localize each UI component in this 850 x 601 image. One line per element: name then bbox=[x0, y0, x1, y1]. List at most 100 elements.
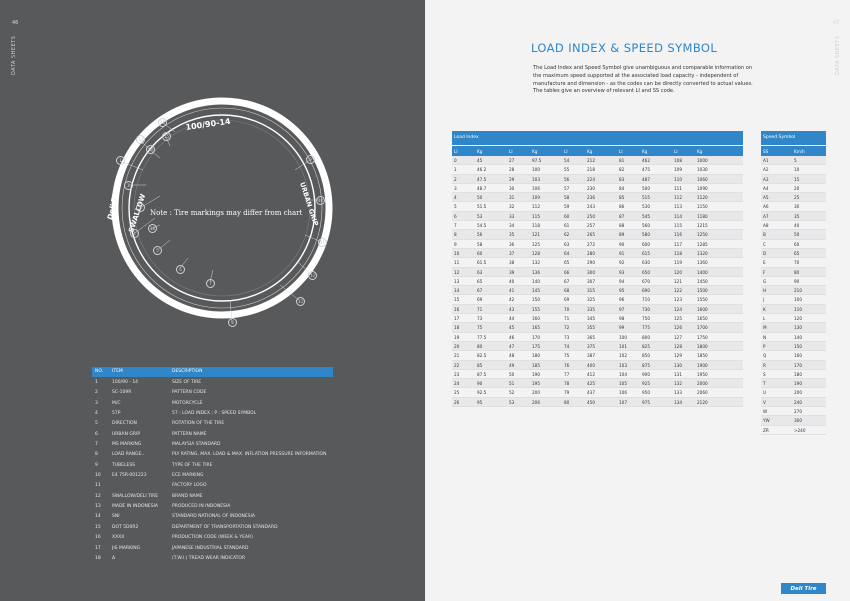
table-cell: 10 bbox=[794, 167, 800, 173]
items-cell-description: PLY RATING, MAX. LOAD & MAX. INFLATION P… bbox=[172, 452, 327, 458]
table-cell: 100 bbox=[619, 334, 627, 340]
table-cell: 101 bbox=[619, 343, 627, 349]
items-cell-no: 9 bbox=[95, 462, 98, 468]
callout-16: 16 bbox=[158, 118, 167, 127]
table-cell: 119 bbox=[674, 260, 682, 266]
table-cell: 1450 bbox=[697, 278, 708, 284]
table-cell: 14 bbox=[454, 288, 460, 294]
items-cell-no: 5 bbox=[95, 421, 98, 427]
table-cell: 15 bbox=[454, 297, 460, 303]
table-cell: 38 bbox=[509, 260, 515, 266]
table-cell: 335 bbox=[587, 306, 595, 312]
table-cell: 800 bbox=[642, 334, 650, 340]
table-cell: 900 bbox=[642, 371, 650, 377]
items-cell-no: 6 bbox=[95, 431, 98, 437]
table-cell: 54.5 bbox=[477, 223, 487, 229]
table-cell: 224 bbox=[587, 176, 595, 182]
load-index-title: Load Index bbox=[454, 135, 479, 140]
right-page-number: 47 bbox=[833, 20, 840, 26]
table-cell: A5 bbox=[763, 195, 769, 201]
load-index-body: 0 45 27 97.5 54 212 81 462 108 1000 1 46.2 28 100 55 21… bbox=[452, 156, 743, 408]
table-cell: 41 bbox=[509, 288, 515, 294]
table-cell: 129 bbox=[674, 353, 682, 359]
table-cell: 127 bbox=[674, 334, 682, 340]
table-row: J 100 bbox=[761, 295, 826, 305]
table-cell: 75 bbox=[477, 325, 483, 331]
table-cell: 51.5 bbox=[477, 204, 487, 210]
table-cell: 103 bbox=[532, 176, 540, 182]
table-cell: 68 bbox=[564, 288, 570, 294]
table-cell: 236 bbox=[587, 195, 595, 201]
table-cell: 170 bbox=[794, 362, 802, 368]
table-cell: 25 bbox=[454, 390, 460, 396]
table-cell: 42 bbox=[509, 297, 515, 303]
items-cell-description: JAPANESE INDUSTRIAL STANDARD bbox=[172, 545, 249, 551]
callout-5: 5 bbox=[153, 246, 162, 255]
table-cell: 25 bbox=[794, 195, 800, 201]
table-row: 26 95 53 206 80 450 107 975 134 2120 bbox=[452, 397, 743, 408]
table-row: 10 E4 75R-001223 ECE MARKING bbox=[92, 470, 333, 480]
column-header: LI bbox=[619, 149, 623, 154]
table-cell: 97.5 bbox=[532, 158, 542, 163]
table-cell: 102 bbox=[619, 353, 627, 359]
table-cell: 26 bbox=[454, 399, 460, 405]
table-cell: 325 bbox=[587, 297, 595, 303]
table-cell: 92 bbox=[619, 260, 625, 266]
table-row: 2 SC-109R PATTERN CODE bbox=[92, 387, 333, 397]
table-cell: 140 bbox=[794, 334, 802, 340]
table-row: 1 46.2 28 100 55 218 82 475 109 1030 bbox=[452, 165, 743, 175]
table-cell: 200 bbox=[532, 390, 540, 396]
table-cell: 128 bbox=[532, 250, 540, 256]
items-cell-description: ECE MARKING bbox=[172, 473, 204, 479]
table-cell: 57 bbox=[564, 185, 570, 191]
table-cell: YW bbox=[763, 418, 770, 424]
table-cell: 40 bbox=[509, 278, 515, 284]
table-cell: 20 bbox=[794, 185, 800, 191]
table-row: A1 5 bbox=[761, 156, 826, 166]
table-cell: 86 bbox=[619, 204, 625, 210]
table-row: P 150 bbox=[761, 341, 826, 352]
items-cell-description: BRAND NAME bbox=[172, 493, 203, 499]
table-cell: 46.2 bbox=[477, 167, 487, 173]
items-cell-item: URBAN GRIP bbox=[112, 431, 141, 437]
table-cell: 66 bbox=[564, 269, 570, 275]
callout-3: 3 bbox=[136, 203, 145, 212]
table-cell: B bbox=[763, 232, 766, 238]
table-cell: 35 bbox=[509, 232, 515, 238]
table-cell: 121 bbox=[532, 232, 540, 238]
table-cell: W bbox=[763, 409, 768, 415]
table-cell: 59 bbox=[564, 204, 570, 210]
table-cell: 280 bbox=[587, 250, 595, 256]
table-row: 22 85 49 185 76 400 103 875 130 1900 bbox=[452, 360, 743, 370]
table-row: 6 53 33 115 60 250 87 545 114 1180 bbox=[452, 211, 743, 222]
table-row: 11 FACTORY LOGO bbox=[92, 480, 333, 490]
table-cell: A2 bbox=[763, 167, 769, 173]
table-cell: 117 bbox=[674, 241, 682, 247]
items-cell-item: Δ bbox=[112, 555, 116, 561]
table-row: T 190 bbox=[761, 379, 826, 389]
table-cell: F bbox=[763, 269, 766, 275]
callout-13: 13 bbox=[296, 297, 305, 306]
table-cell: 1120 bbox=[697, 195, 708, 201]
column-header: LI bbox=[454, 149, 458, 154]
table-cell: 850 bbox=[642, 353, 650, 359]
table-cell: 1360 bbox=[697, 260, 708, 266]
table-cell: 218 bbox=[587, 167, 595, 173]
table-cell: 270 bbox=[794, 409, 802, 415]
callout-6: 6 bbox=[176, 265, 185, 274]
table-cell: 112 bbox=[674, 195, 682, 201]
table-row: ZR >240 bbox=[761, 426, 826, 435]
speed-symbol-title-bar: Speed Symbol bbox=[761, 131, 826, 145]
table-cell: 1000 bbox=[697, 158, 708, 163]
table-row: 13 MADE IN INDONESIA PRODUCED IN INDONESIA bbox=[92, 501, 333, 511]
table-cell: 77 bbox=[564, 371, 570, 377]
table-cell: 73 bbox=[564, 334, 570, 340]
table-cell: 1700 bbox=[697, 325, 708, 331]
table-cell: 78 bbox=[564, 381, 570, 387]
table-row: Q 160 bbox=[761, 351, 826, 361]
table-cell: 95 bbox=[619, 288, 625, 294]
items-cell-item: XXXX bbox=[112, 535, 125, 541]
table-row: U 200 bbox=[761, 388, 826, 398]
column-header: LI bbox=[509, 149, 513, 154]
table-cell: 230 bbox=[587, 185, 595, 191]
